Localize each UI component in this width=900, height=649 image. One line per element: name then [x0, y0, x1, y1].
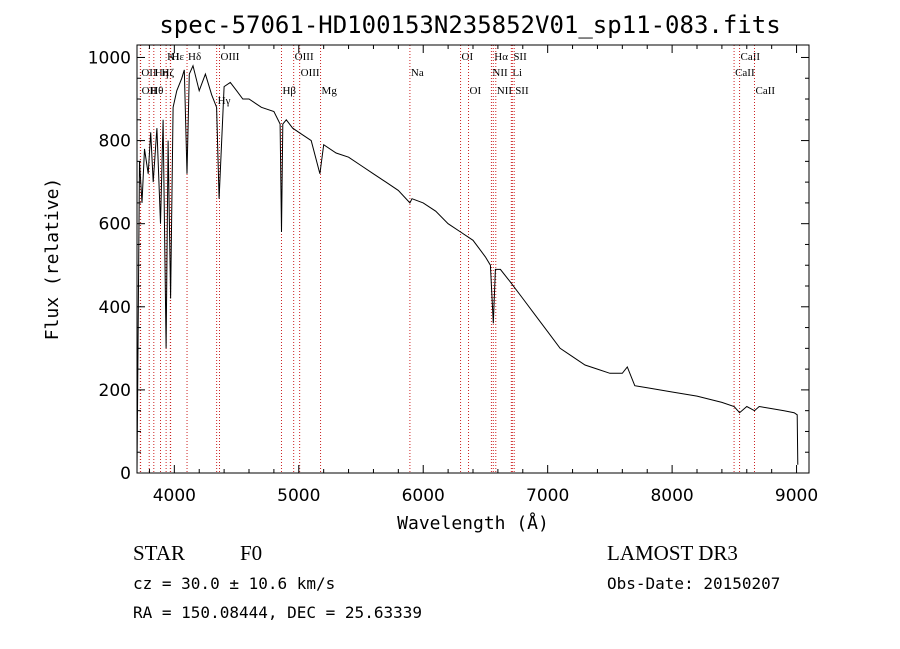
x-tick-label: 7000	[526, 486, 569, 506]
line-marker-label: SII	[515, 85, 529, 97]
y-tick-label: 200	[99, 381, 131, 401]
line-marker-label: NII	[492, 67, 508, 79]
line-marker-label: OIII	[295, 51, 314, 63]
redshift-text: cz = 30.0 ± 10.6 km/s	[133, 574, 335, 593]
y-axis-label: Flux (relative)	[42, 178, 63, 341]
y-tick-label: 400	[99, 298, 131, 318]
line-marker-label: Hζ	[162, 67, 175, 79]
line-marker-label: Hγ	[218, 95, 231, 107]
line-marker-label: SII	[513, 51, 527, 63]
line-marker-label: OIII	[221, 51, 240, 63]
x-tick-label: 4000	[153, 486, 196, 506]
line-marker-label: H	[171, 51, 179, 63]
x-tick-label: 9000	[775, 486, 818, 506]
y-tick-label: 800	[99, 132, 131, 152]
y-tick-label: 0	[120, 464, 131, 484]
spectrum-series-line	[136, 64, 799, 474]
x-tick-label: 5000	[277, 486, 320, 506]
line-marker-label: Hβ	[282, 85, 296, 97]
line-marker-label: OI	[470, 85, 482, 97]
plot-frame	[136, 44, 810, 474]
line-marker-label: Mg	[322, 85, 338, 97]
chart-title: spec-57061-HD100153N235852V01_sp11-083.f…	[159, 11, 780, 39]
y-axis: 0 200 400 600 800 1000	[88, 48, 809, 484]
object-subclass: F0	[240, 541, 262, 565]
line-marker-label: Hδ	[188, 51, 201, 63]
coords-text: RA = 150.08444, DEC = 25.63339	[133, 603, 422, 622]
line-marker-label: Hθ	[150, 85, 163, 97]
line-marker-label: Hε	[172, 51, 185, 63]
line-marker-label: Li	[512, 67, 522, 79]
line-marker-label: CaII	[741, 51, 761, 63]
y-tick-label: 1000	[88, 48, 131, 68]
line-marker-label: Na	[411, 67, 424, 79]
x-tick-label: 8000	[650, 486, 693, 506]
x-tick-label: 6000	[402, 486, 445, 506]
x-axis-label: Wavelength (Å)	[397, 512, 549, 534]
line-marker-label: K	[167, 51, 175, 63]
line-marker-label: CaII	[755, 85, 775, 97]
x-axis: 4000 5000 6000 7000 8000 9000	[148, 45, 818, 506]
obs-date-text: Obs-Date: 20150207	[607, 574, 780, 593]
line-marker-label: Hα	[494, 51, 508, 63]
line-marker-label: OIII	[301, 67, 320, 79]
line-marker-label: OI	[462, 51, 474, 63]
object-class: STAR	[133, 541, 185, 565]
line-marker-label: Hη	[155, 67, 169, 79]
y-tick-label: 600	[99, 215, 131, 235]
line-marker-label: NII	[497, 85, 513, 97]
line-marker-label: CaII	[735, 67, 755, 79]
survey-name: LAMOST DR3	[607, 541, 738, 565]
